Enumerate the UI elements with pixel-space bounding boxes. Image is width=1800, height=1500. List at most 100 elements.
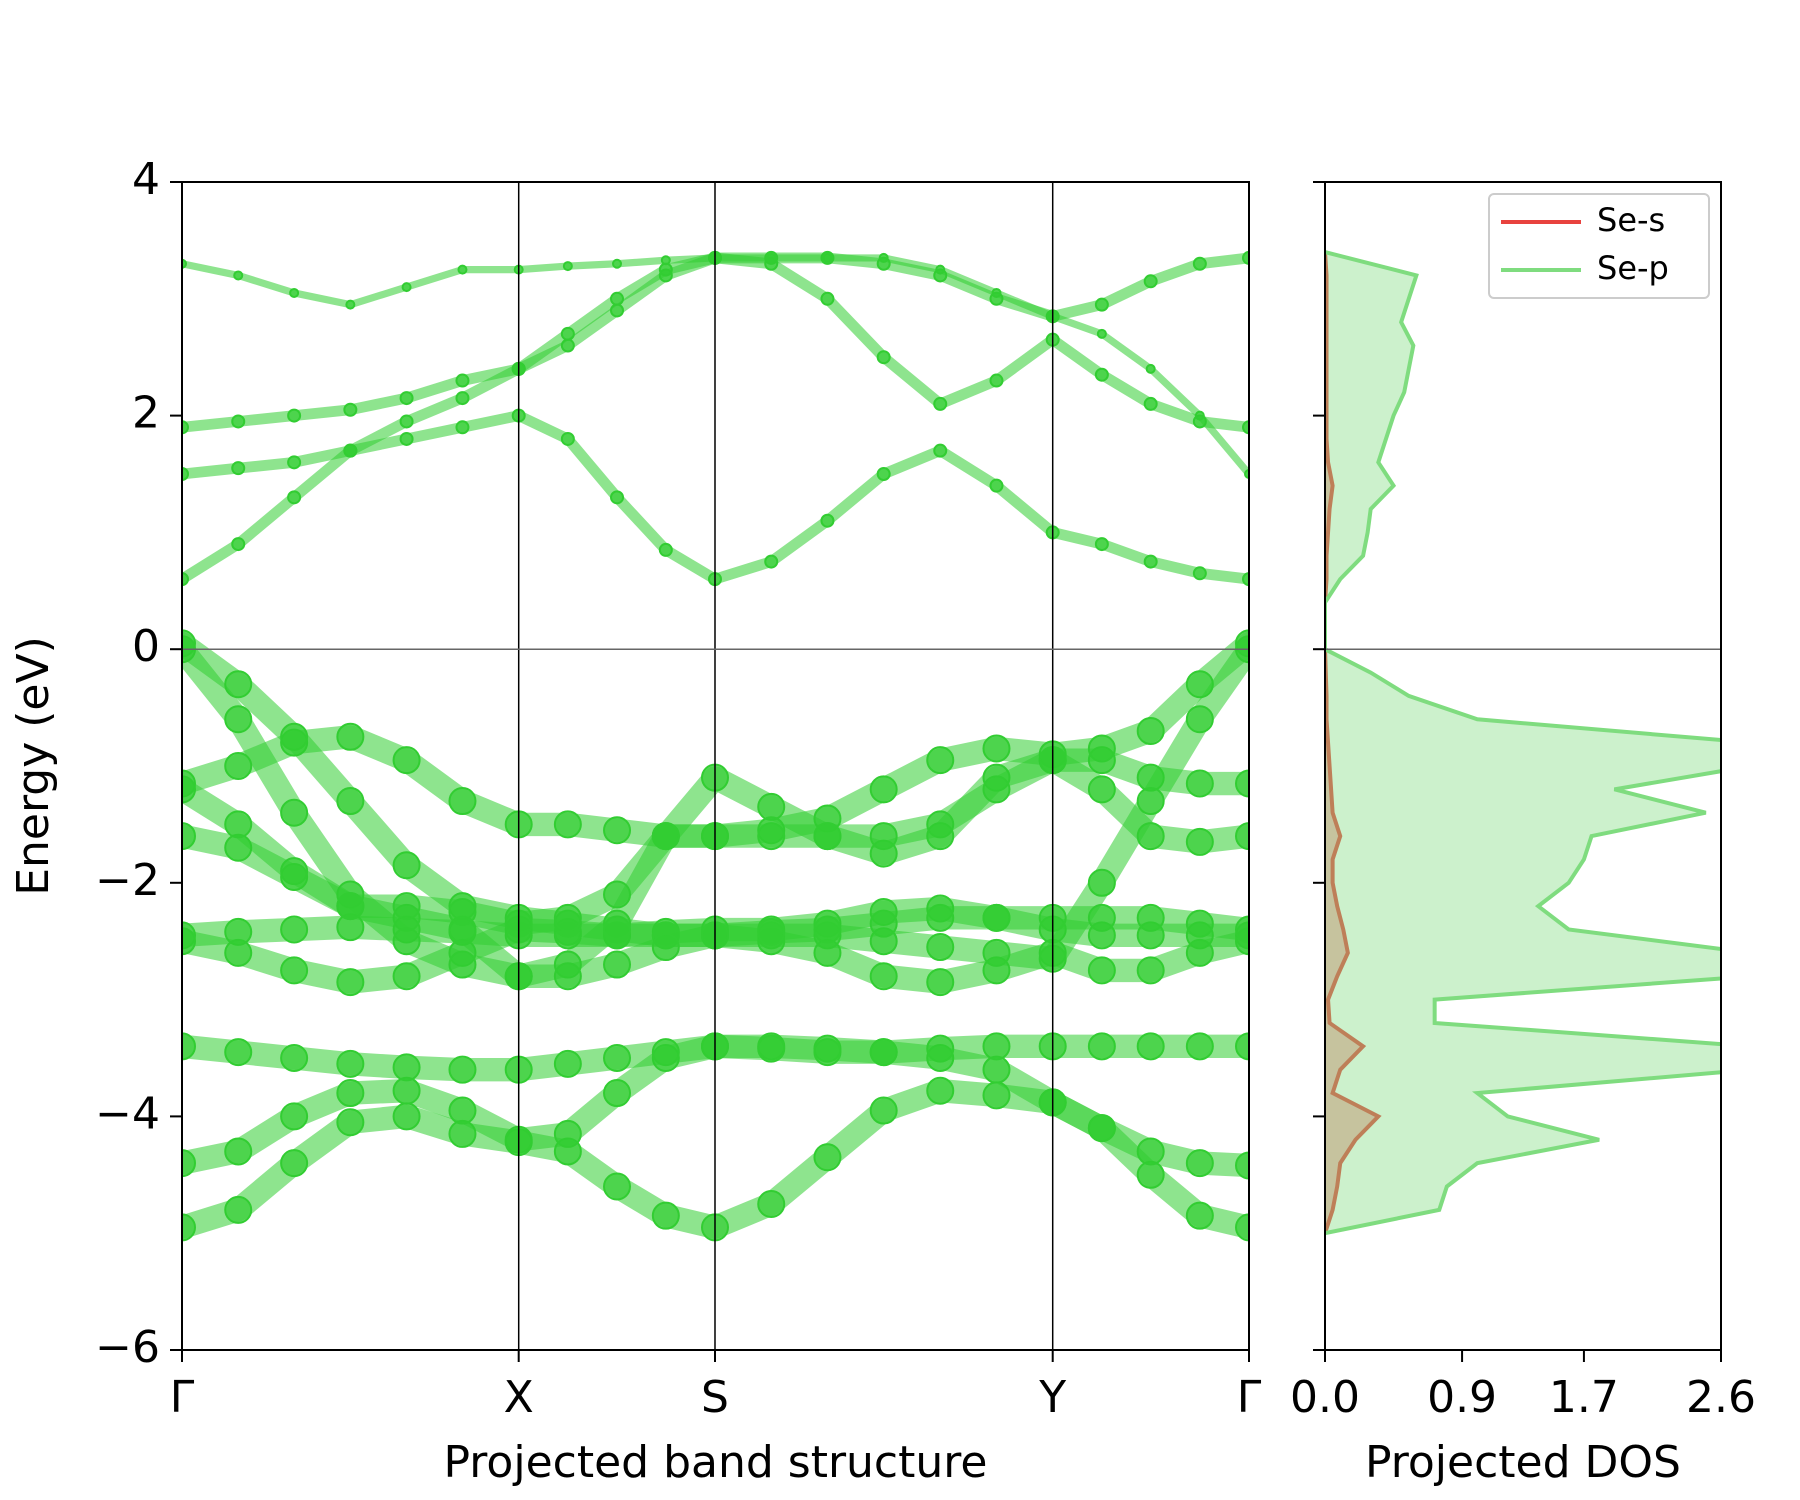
band-point bbox=[1136, 1032, 1165, 1061]
band-point bbox=[1094, 297, 1109, 312]
y-axis-label: Energy (eV) bbox=[8, 636, 59, 896]
band-point bbox=[399, 391, 414, 406]
band-point bbox=[560, 326, 575, 341]
band-point bbox=[182, 1149, 196, 1178]
band-point bbox=[926, 903, 955, 932]
band-point bbox=[766, 252, 777, 263]
y-tick-label: −6 bbox=[95, 1322, 160, 1373]
band-point bbox=[1192, 566, 1207, 581]
band-point bbox=[869, 909, 898, 938]
band-point bbox=[1087, 956, 1116, 985]
band-point bbox=[982, 1032, 1011, 1061]
band-point bbox=[1185, 1032, 1214, 1061]
band-point bbox=[813, 1038, 842, 1067]
x-tick-label: Y bbox=[1038, 1372, 1066, 1423]
band-point bbox=[343, 402, 358, 417]
band-point bbox=[448, 1055, 477, 1084]
band-point bbox=[343, 443, 358, 458]
band-point bbox=[448, 1096, 477, 1125]
band-point bbox=[231, 537, 246, 552]
band-point bbox=[392, 1076, 421, 1105]
band-point bbox=[1235, 915, 1249, 944]
band-point bbox=[651, 1201, 680, 1230]
band-point bbox=[280, 857, 309, 886]
band-point bbox=[813, 915, 842, 944]
band-point bbox=[336, 1049, 365, 1078]
band-point bbox=[224, 1137, 253, 1166]
band-point bbox=[1242, 420, 1249, 435]
band-point bbox=[448, 950, 477, 979]
band-point bbox=[399, 414, 414, 429]
band-point bbox=[392, 1053, 421, 1082]
band-point bbox=[233, 270, 244, 281]
band-point bbox=[336, 1079, 365, 1108]
y-tick-label: 4 bbox=[132, 154, 160, 205]
band-point bbox=[869, 1096, 898, 1125]
dos-fill bbox=[1325, 252, 1379, 1234]
band-point bbox=[1136, 1137, 1165, 1166]
band-point bbox=[336, 722, 365, 751]
band-point bbox=[1094, 537, 1109, 552]
plot-area bbox=[1325, 250, 1721, 1236]
band-point bbox=[926, 933, 955, 962]
band-point bbox=[822, 252, 833, 263]
band-point bbox=[989, 373, 1004, 388]
band-point bbox=[455, 373, 470, 388]
band-point bbox=[1143, 396, 1158, 411]
band-point bbox=[757, 792, 786, 821]
legend-label: Se-s bbox=[1597, 201, 1665, 239]
band-point bbox=[1087, 734, 1116, 763]
band-point bbox=[757, 1034, 786, 1063]
band-point bbox=[224, 705, 253, 734]
band-point bbox=[764, 554, 779, 569]
band-point bbox=[1185, 827, 1214, 856]
band-point bbox=[658, 542, 673, 557]
band-point bbox=[869, 822, 898, 851]
band-point bbox=[651, 822, 680, 851]
band-point bbox=[982, 775, 1011, 804]
band-panel: −6 −4 −2 0 2 4 Γ X S Y Γ Projected band structure En… bbox=[8, 154, 1262, 1488]
band-point bbox=[869, 962, 898, 991]
x-tick-label: Γ bbox=[170, 1372, 195, 1423]
band-point bbox=[651, 1038, 680, 1067]
band-point bbox=[182, 420, 189, 435]
band-point bbox=[1087, 1114, 1116, 1143]
band-point bbox=[820, 291, 835, 306]
band-point bbox=[392, 927, 421, 956]
band-point bbox=[280, 1044, 309, 1072]
band-point bbox=[392, 1102, 421, 1131]
band-point bbox=[1185, 909, 1214, 938]
band-point bbox=[603, 950, 632, 979]
band-point bbox=[287, 490, 302, 505]
band-point bbox=[289, 287, 300, 298]
x-tick-label: S bbox=[701, 1372, 729, 1423]
x-tick-label: 2.6 bbox=[1686, 1372, 1756, 1423]
band-point bbox=[448, 898, 477, 926]
x-tick-label: X bbox=[504, 1372, 534, 1423]
band-point bbox=[603, 880, 632, 909]
band-point bbox=[982, 938, 1011, 967]
band-point bbox=[982, 734, 1011, 763]
band-point bbox=[1242, 250, 1249, 265]
band-point bbox=[345, 299, 356, 310]
band-point bbox=[603, 1079, 632, 1108]
band-point bbox=[455, 391, 470, 406]
band-point bbox=[813, 1143, 842, 1172]
band-point bbox=[224, 938, 253, 967]
band-point bbox=[876, 350, 891, 365]
band-point bbox=[287, 455, 302, 470]
band-point bbox=[287, 408, 302, 423]
band-point bbox=[1094, 367, 1109, 382]
band-point bbox=[933, 396, 948, 411]
band-point bbox=[982, 1055, 1011, 1084]
band-point bbox=[757, 1190, 786, 1218]
band-point bbox=[401, 282, 412, 293]
band-point bbox=[1087, 1032, 1116, 1061]
band-point bbox=[991, 287, 1002, 298]
x-axis-label: Projected band structure bbox=[444, 1437, 988, 1488]
band-point bbox=[336, 968, 365, 997]
band-point bbox=[1185, 769, 1214, 798]
dos-line bbox=[1325, 251, 1382, 1234]
band-point bbox=[392, 892, 421, 921]
